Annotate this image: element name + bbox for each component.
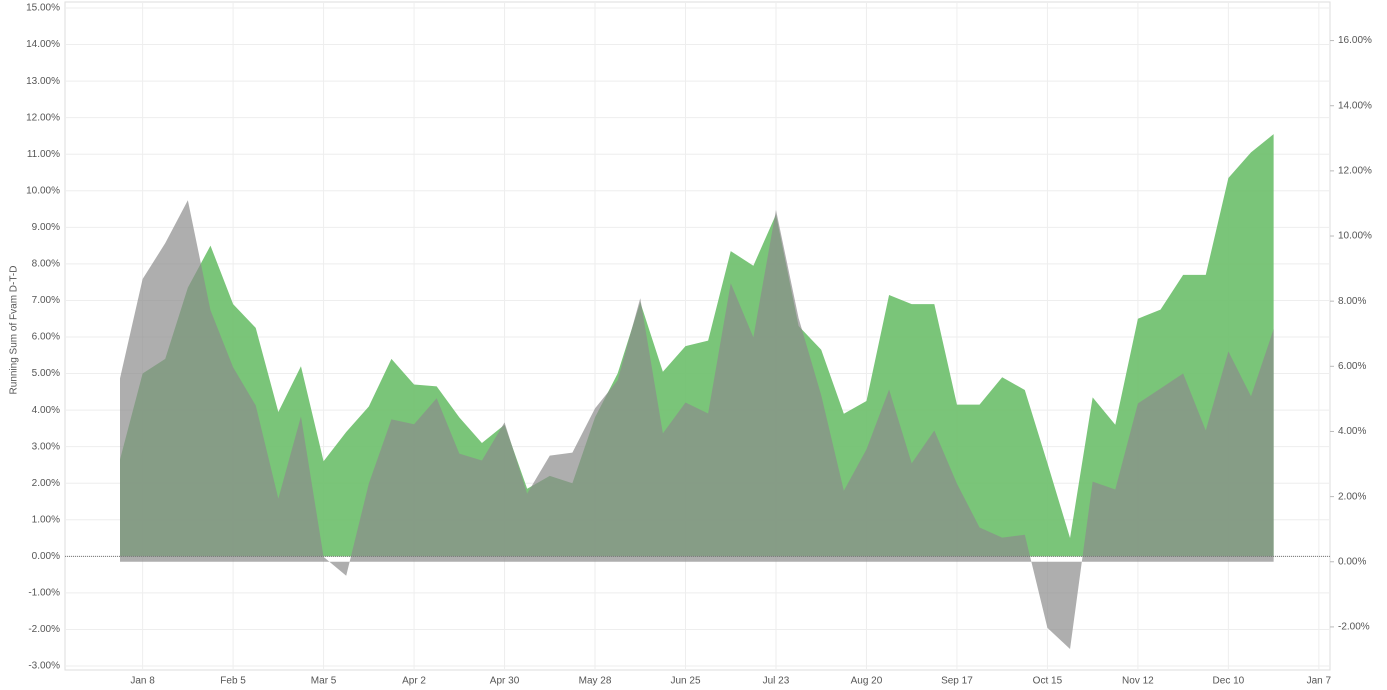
- y-tick-label: 15.00%: [26, 3, 60, 14]
- x-tick-label: Apr 30: [490, 676, 520, 687]
- y-tick-label: -2.00%: [28, 624, 60, 635]
- x-tick-label: Oct 15: [1033, 676, 1063, 687]
- x-tick-label: Jan 7: [1307, 676, 1332, 687]
- y2-tick-label: 10.00%: [1338, 231, 1372, 242]
- x-tick-label: Jun 25: [670, 676, 700, 687]
- x-tick-label: Feb 5: [220, 676, 246, 687]
- x-tick-label: Dec 10: [1213, 676, 1245, 687]
- y-tick-label: 10.00%: [26, 185, 60, 196]
- y2-tick-label: 2.00%: [1338, 491, 1366, 502]
- y-tick-label: 7.00%: [32, 295, 60, 306]
- plot-border: [64, 1, 1331, 671]
- y2-tick-label: 8.00%: [1338, 296, 1366, 307]
- x-tick-label: Mar 5: [311, 676, 337, 687]
- y-tick-label: 2.00%: [32, 478, 60, 489]
- y-tick-label: 0.00%: [32, 551, 60, 562]
- y-tick-label: 9.00%: [32, 222, 60, 233]
- y-tick-label: 1.00%: [32, 514, 60, 525]
- y-tick-label: 12.00%: [26, 112, 60, 123]
- y2-tick-label: 14.00%: [1338, 100, 1372, 111]
- y-tick-label: 5.00%: [32, 368, 60, 379]
- y2-tick-label: 12.00%: [1338, 166, 1372, 177]
- x-tick-label: Nov 12: [1122, 676, 1154, 687]
- y2-tick-label: -2.00%: [1338, 622, 1370, 633]
- x-tick-label: Aug 20: [851, 676, 883, 687]
- x-tick-label: May 28: [579, 676, 612, 687]
- area: [120, 200, 1274, 650]
- x-tick-label: Sep 17: [941, 676, 973, 687]
- y-tick-label: 4.00%: [32, 405, 60, 416]
- y-tick-label: 13.00%: [26, 76, 60, 87]
- y-tick-label: 14.00%: [26, 39, 60, 50]
- y-tick-label: -1.00%: [28, 588, 60, 599]
- y2-tick-label: 16.00%: [1338, 35, 1372, 46]
- x-tick-label: Jul 23: [763, 676, 790, 687]
- y-tick-label: 11.00%: [27, 149, 60, 160]
- y-tick-label: -3.00%: [28, 661, 60, 672]
- y2-tick-label: 6.00%: [1338, 361, 1366, 372]
- y-tick-label: 3.00%: [32, 441, 60, 452]
- y2-tick-label: 0.00%: [1338, 556, 1366, 567]
- x-tick-label: Jan 8: [130, 676, 155, 687]
- y-axis-title: Running Sum of Fvam D-T-D: [9, 266, 20, 395]
- y-tick-label: 8.00%: [32, 259, 60, 270]
- x-tick-label: Apr 2: [402, 676, 426, 687]
- y-tick-label: 6.00%: [32, 332, 60, 343]
- y2-tick-label: 4.00%: [1338, 426, 1366, 437]
